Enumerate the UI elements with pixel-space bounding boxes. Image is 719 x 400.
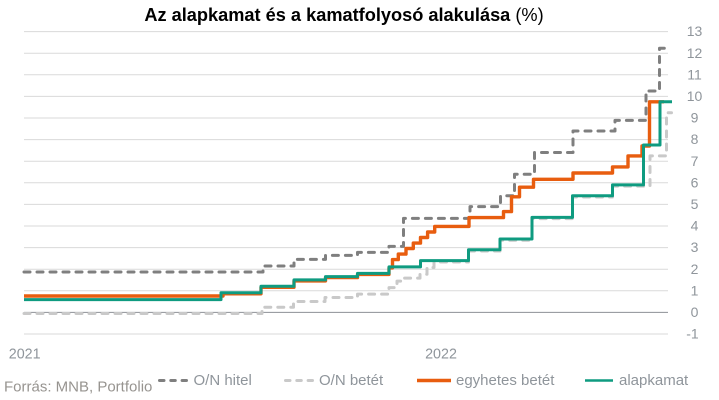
svg-text:Az alapkamat és a kamatfolyosó: Az alapkamat és a kamatfolyosó alakulása… [144,5,543,25]
svg-text:8: 8 [691,131,699,147]
svg-text:11: 11 [687,66,702,82]
svg-text:0: 0 [691,304,699,320]
svg-text:13: 13 [687,23,703,39]
svg-text:2021: 2021 [9,346,41,362]
svg-text:6: 6 [691,174,699,190]
svg-text:-1: -1 [686,326,699,342]
svg-text:2022: 2022 [425,346,457,362]
svg-text:10: 10 [687,88,703,104]
svg-text:alapkamat: alapkamat [619,372,689,389]
svg-text:9: 9 [691,110,699,126]
svg-text:7: 7 [691,153,699,169]
svg-text:5: 5 [691,196,699,212]
svg-text:2: 2 [691,261,699,277]
svg-text:4: 4 [691,218,699,234]
svg-text:O/N betét: O/N betét [319,372,384,389]
svg-text:O/N hitel: O/N hitel [194,372,252,389]
svg-text:1: 1 [691,282,699,298]
svg-text:egyhetes betét: egyhetes betét [456,372,555,389]
svg-text:3: 3 [691,239,699,255]
svg-text:Forrás: MNB, Portfolio: Forrás: MNB, Portfolio [4,379,152,396]
svg-text:12: 12 [687,45,703,61]
